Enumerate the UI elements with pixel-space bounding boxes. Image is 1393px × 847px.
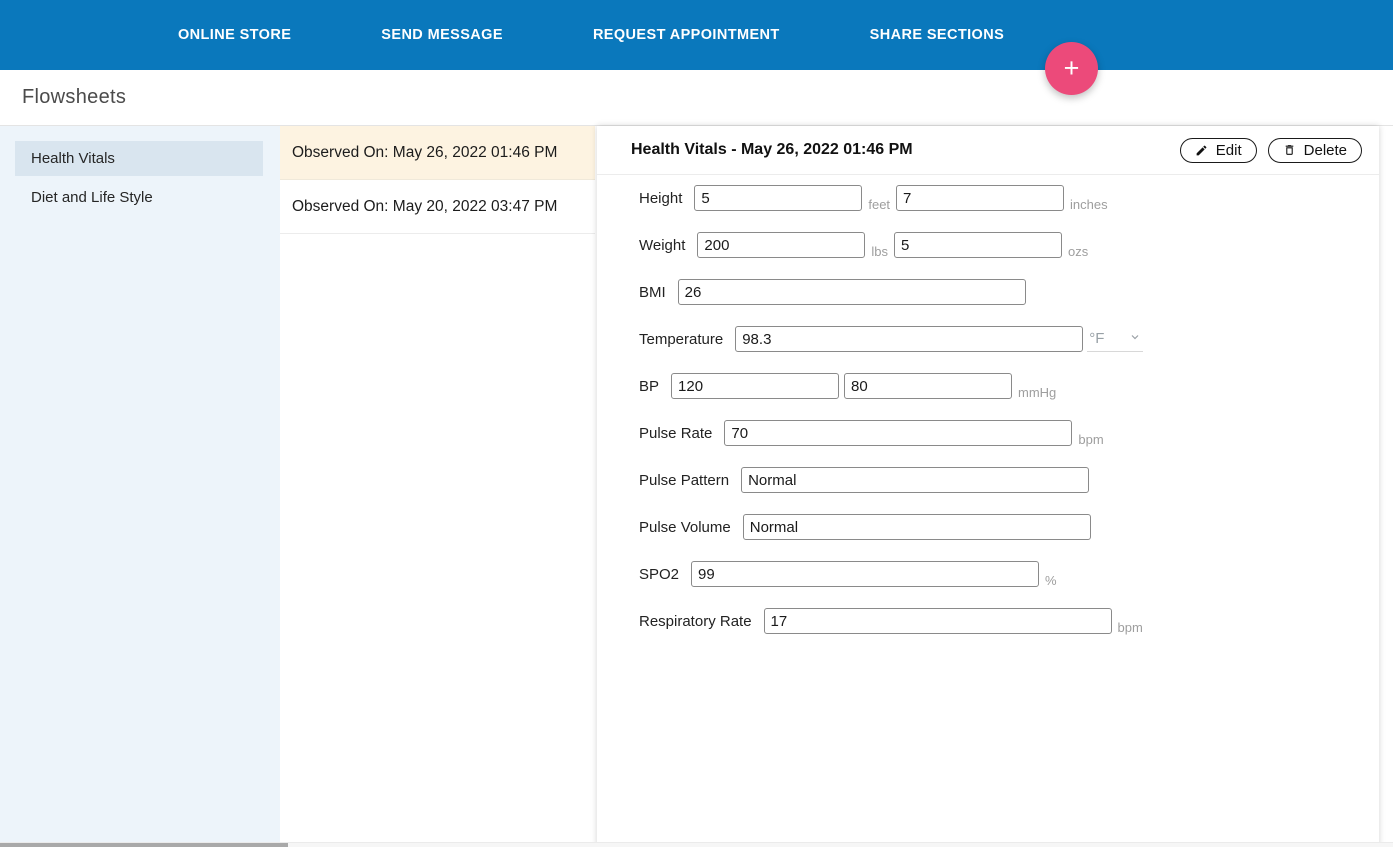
height-inches-unit: inches — [1070, 197, 1108, 212]
observations-list: Observed On: May 26, 2022 01:46 PM Obser… — [280, 126, 595, 847]
header-buttons: Edit Delete — [1179, 137, 1362, 163]
nav-item-share-sections[interactable]: SHARE SECTIONS — [869, 27, 1005, 43]
nav-item-request-appointment[interactable]: REQUEST APPOINTMENT — [592, 27, 780, 43]
bp-label: BP — [639, 377, 660, 395]
pulse-volume-row: Pulse Volume — [639, 514, 1379, 540]
bmi-row: BMI — [639, 279, 1379, 305]
top-nav-bar: ONLINE STORE SEND MESSAGE REQUEST APPOIN… — [0, 0, 1393, 70]
pulse-pattern-label: Pulse Pattern — [639, 471, 730, 489]
height-feet-unit: feet — [868, 197, 891, 212]
spo2-unit: % — [1045, 573, 1057, 588]
height-label: Height — [639, 189, 683, 207]
page-title-bar: Flowsheets — [0, 70, 1393, 126]
sidebar-item-label: Health Vitals — [31, 150, 115, 167]
respiratory-rate-input[interactable] — [763, 608, 1112, 634]
pencil-icon — [1195, 144, 1208, 157]
pulse-pattern-row: Pulse Pattern — [639, 467, 1379, 493]
respiratory-rate-unit: bpm — [1117, 620, 1143, 635]
pulse-rate-row: Pulse Rate bpm — [639, 420, 1379, 447]
horizontal-scrollbar[interactable] — [0, 842, 1393, 847]
respiratory-rate-row: Respiratory Rate bpm — [639, 608, 1379, 635]
sidebar-item-diet-and-life-style[interactable]: Diet and Life Style — [15, 180, 263, 215]
spo2-input[interactable] — [691, 561, 1040, 587]
delete-button[interactable]: Delete — [1267, 137, 1362, 163]
observation-item-selected[interactable]: Observed On: May 26, 2022 01:46 PM — [280, 126, 595, 180]
weight-lbs-unit: lbs — [871, 244, 889, 259]
sidebar-item-health-vitals[interactable]: Health Vitals — [15, 141, 263, 176]
bmi-input[interactable] — [677, 279, 1026, 305]
bp-systolic-input[interactable] — [671, 373, 840, 399]
pulse-volume-label: Pulse Volume — [639, 518, 731, 536]
pulse-rate-input[interactable] — [724, 420, 1073, 446]
edit-button[interactable]: Edit — [1179, 137, 1257, 163]
pulse-volume-input[interactable] — [742, 514, 1091, 540]
horizontal-scrollbar-thumb[interactable] — [0, 843, 288, 847]
sidebar-item-label: Diet and Life Style — [31, 189, 153, 206]
nav-item-online-store[interactable]: ONLINE STORE — [178, 27, 292, 43]
delete-button-label: Delete — [1303, 141, 1347, 159]
add-record-fab-button[interactable]: + — [1045, 42, 1098, 95]
vitals-detail-card: Health Vitals - May 26, 2022 01:46 PM Ed… — [597, 126, 1379, 847]
observation-item-label: Observed On: May 20, 2022 03:47 PM — [292, 197, 558, 215]
nav-item-send-message[interactable]: SEND MESSAGE — [381, 27, 503, 43]
detail-title: Health Vitals - May 26, 2022 01:46 PM — [631, 141, 913, 158]
observation-item[interactable]: Observed On: May 20, 2022 03:47 PM — [280, 180, 595, 234]
weight-ozs-input[interactable] — [894, 232, 1063, 258]
temperature-unit-select[interactable]: °F — [1087, 326, 1144, 352]
temperature-input[interactable] — [735, 326, 1084, 352]
vitals-form: Height feet inches Weight lbs ozs BMI Te… — [597, 175, 1379, 635]
respiratory-rate-label: Respiratory Rate — [639, 612, 752, 630]
page-title: Flowsheets — [22, 86, 127, 108]
spo2-row: SPO2 % — [639, 561, 1379, 588]
plus-icon: + — [1063, 53, 1080, 83]
height-row: Height feet inches — [639, 185, 1379, 212]
temperature-row: Temperature °F — [639, 326, 1379, 352]
height-inches-input[interactable] — [896, 185, 1065, 211]
chevron-down-icon — [1129, 330, 1141, 347]
pulse-rate-label: Pulse Rate — [639, 424, 713, 442]
weight-lbs-input[interactable] — [697, 232, 866, 258]
edit-button-label: Edit — [1215, 141, 1242, 159]
trash-icon — [1283, 143, 1296, 157]
pulse-pattern-input[interactable] — [741, 467, 1090, 493]
sidebar: Health Vitals Diet and Life Style — [0, 126, 280, 847]
bmi-label: BMI — [639, 283, 666, 301]
observation-item-label: Observed On: May 26, 2022 01:46 PM — [292, 143, 558, 161]
weight-row: Weight lbs ozs — [639, 232, 1379, 259]
temperature-label: Temperature — [639, 330, 724, 348]
bp-row: BP mmHg — [639, 373, 1379, 400]
bp-unit: mmHg — [1018, 385, 1057, 400]
weight-ozs-unit: ozs — [1068, 244, 1089, 259]
detail-card-header: Health Vitals - May 26, 2022 01:46 PM Ed… — [597, 126, 1379, 175]
bp-diastolic-input[interactable] — [844, 373, 1013, 399]
pulse-rate-unit: bpm — [1078, 432, 1104, 447]
height-feet-input[interactable] — [694, 185, 863, 211]
content-area: Health Vitals Diet and Life Style Observ… — [0, 126, 1393, 847]
spo2-label: SPO2 — [639, 565, 680, 583]
weight-label: Weight — [639, 236, 686, 254]
temperature-unit-value: °F — [1089, 330, 1105, 347]
